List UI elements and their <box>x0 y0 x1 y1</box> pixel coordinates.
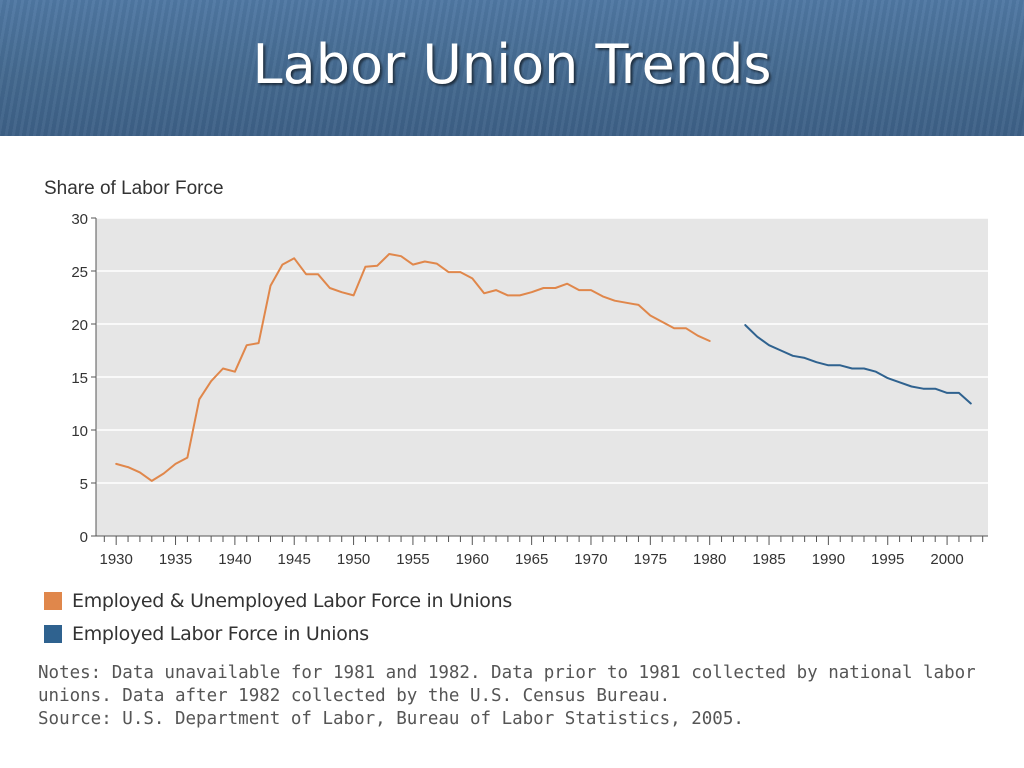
x-tick-label-1990: 1990 <box>812 551 845 568</box>
chart-notes: Notes: Data unavailable for 1981 and 198… <box>38 662 998 731</box>
x-tick-label-1955: 1955 <box>396 551 429 568</box>
x-tick-label-1940: 1940 <box>218 551 251 568</box>
y-tick-label-5: 5 <box>80 476 88 493</box>
y-tick-label-15: 15 <box>71 370 88 387</box>
legend-label-employed-unemployed: Employed & Unemployed Labor Force in Uni… <box>72 590 512 612</box>
x-tick-label-1950: 1950 <box>337 551 370 568</box>
legend-item-employed-unemployed: Employed & Unemployed Labor Force in Uni… <box>44 590 512 612</box>
x-tick-label-1945: 1945 <box>278 551 311 568</box>
x-tick-label-1985: 1985 <box>752 551 785 568</box>
x-tick-label-1965: 1965 <box>515 551 548 568</box>
notes-line-3: Source: U.S. Department of Labor, Bureau… <box>38 709 744 729</box>
series-line-1 <box>115 253 711 482</box>
notes-line-2: unions. Data after 1982 collected by the… <box>38 686 671 706</box>
y-tick-label-30: 30 <box>71 211 88 228</box>
y-tick-label-0: 0 <box>80 529 88 546</box>
x-tick-label-1935: 1935 <box>159 551 192 568</box>
x-tick-label-1975: 1975 <box>634 551 667 568</box>
x-tick-label-1970: 1970 <box>574 551 607 568</box>
chart: Share of Labor Force 0 5 10 15 20 25 30 1930 193… <box>44 178 988 568</box>
x-tick-label-1930: 1930 <box>99 551 132 568</box>
x-tick-label-1995: 1995 <box>871 551 904 568</box>
y-axis-label: Share of Labor Force <box>44 178 224 199</box>
y-tick-label-20: 20 <box>71 317 88 334</box>
legend-swatch-blue <box>44 625 62 643</box>
legend-label-employed: Employed Labor Force in Unions <box>72 623 369 645</box>
notes-line-1: Notes: Data unavailable for 1981 and 198… <box>38 663 976 683</box>
y-tick-label-25: 25 <box>71 264 88 281</box>
slide-title: Labor Union Trends <box>252 33 772 96</box>
legend-swatch-orange <box>44 592 62 610</box>
legend-item-employed: Employed Labor Force in Unions <box>44 623 369 645</box>
series-line-2 <box>744 324 972 405</box>
y-tick-label-10: 10 <box>71 423 88 440</box>
x-tick-label-2000: 2000 <box>930 551 963 568</box>
title-banner: Labor Union Trends <box>0 0 1024 136</box>
x-tick-label-1980: 1980 <box>693 551 726 568</box>
x-tick-label-1960: 1960 <box>456 551 489 568</box>
